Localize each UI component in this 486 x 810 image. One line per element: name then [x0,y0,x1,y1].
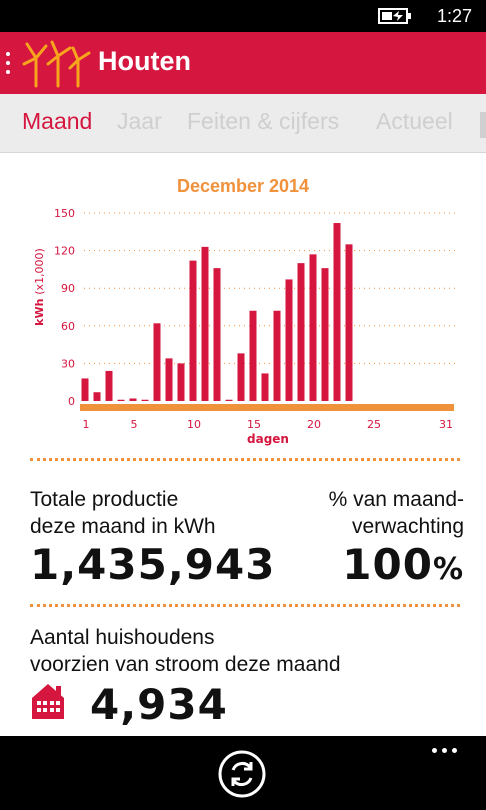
bar [285,279,293,401]
tab-feiten-cijfers[interactable]: Feiten & cijfers [187,108,340,134]
house-icon [32,684,64,719]
app-bar [0,736,486,810]
tab-actueel[interactable]: Actueel [376,108,453,134]
menu-dots-icon[interactable] [4,52,12,78]
bar [225,399,233,401]
y-tick-label: 60 [61,320,75,333]
bar [201,246,209,401]
expectation-label-line1: % van maand- [328,488,464,511]
refresh-icon[interactable] [218,750,266,798]
expectation-unit: % [432,552,464,587]
households-value: 4,934 [90,680,228,729]
expectation-label-line2: verwachting [351,515,464,538]
households-label: Aantal huishoudens voorzien van stroom d… [30,624,341,678]
x-tick-label: 25 [367,418,381,431]
expectation-value: 100% [342,540,464,589]
x-tick-label: 1 [83,418,90,431]
production-value: 1,435,943 [30,540,276,589]
households-label-line1: Aantal huishoudens [30,626,215,649]
y-tick-label: 150 [54,207,75,220]
x-tick-label: 15 [247,418,261,431]
bar [333,223,341,401]
bar [153,323,161,401]
bar [297,263,305,401]
chart-title: December 2014 [176,176,310,196]
y-tick-label: 0 [68,395,75,408]
bar [141,399,149,401]
bar [345,244,353,401]
bar [189,260,197,401]
x-axis-baseline [80,404,454,411]
bar [81,378,89,401]
tab-overflow [480,112,486,138]
production-label-line1: Totale productie [30,488,179,511]
x-tick-label: 20 [307,418,321,431]
production-label-line2: deze maand in kWh [30,515,216,538]
x-tick-label: 10 [187,418,201,431]
bar [177,363,185,401]
y-tick-label: 90 [61,282,75,295]
app-header: Houten [0,32,486,94]
divider [30,458,460,461]
x-tick-label: 31 [439,418,453,431]
pivot-tabs: Maand Jaar Feiten & cijfers Actueel [0,94,486,153]
bar [321,268,329,401]
expectation-label: % van maand- verwachting [329,486,464,540]
y-tick-label: 30 [61,357,75,370]
wind-turbines-logo [22,40,91,88]
status-bar: 1:27 [0,0,486,32]
clock: 1:27 [436,6,472,26]
households-label-line2: voorzien van stroom deze maand [30,653,341,676]
bar [213,268,221,401]
expectation-number: 100 [342,540,433,589]
bar [249,310,257,401]
bar [309,254,317,401]
more-icon[interactable] [432,748,462,756]
bar [93,392,101,401]
y-axis-label: kWh (x1,000) [33,248,46,326]
x-tick-label: 5 [131,418,138,431]
bar [273,310,281,401]
bar [237,353,245,401]
production-label: Totale productie deze maand in kWh [30,486,216,540]
tab-jaar[interactable]: Jaar [117,108,162,134]
bar [261,373,269,401]
y-tick-label: 120 [54,245,75,258]
tab-maand[interactable]: Maand [22,108,93,134]
battery-charging-icon [378,8,411,24]
bar [105,370,113,401]
page-title: Houten [98,46,191,76]
bar [117,399,125,401]
x-axis-label: dagen [247,432,289,446]
divider [30,604,460,607]
bar [165,358,173,401]
bar [129,398,137,401]
